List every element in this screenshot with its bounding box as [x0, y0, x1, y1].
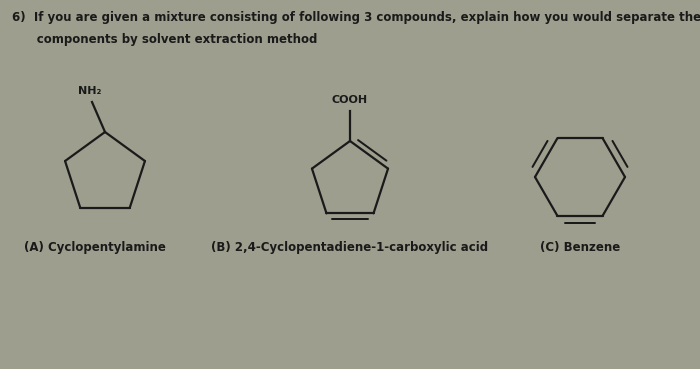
Text: NH₂: NH₂: [78, 86, 102, 96]
Text: (B) 2,4-Cyclopentadiene-1-carboxylic acid: (B) 2,4-Cyclopentadiene-1-carboxylic aci…: [211, 241, 489, 254]
Text: COOH: COOH: [332, 95, 368, 105]
Text: 6)  If you are given a mixture consisting of following 3 compounds, explain how : 6) If you are given a mixture consisting…: [12, 11, 700, 24]
Text: (A) Cyclopentylamine: (A) Cyclopentylamine: [24, 241, 166, 254]
Text: (C) Benzene: (C) Benzene: [540, 241, 620, 254]
Text: components by solvent extraction method: components by solvent extraction method: [12, 33, 317, 46]
